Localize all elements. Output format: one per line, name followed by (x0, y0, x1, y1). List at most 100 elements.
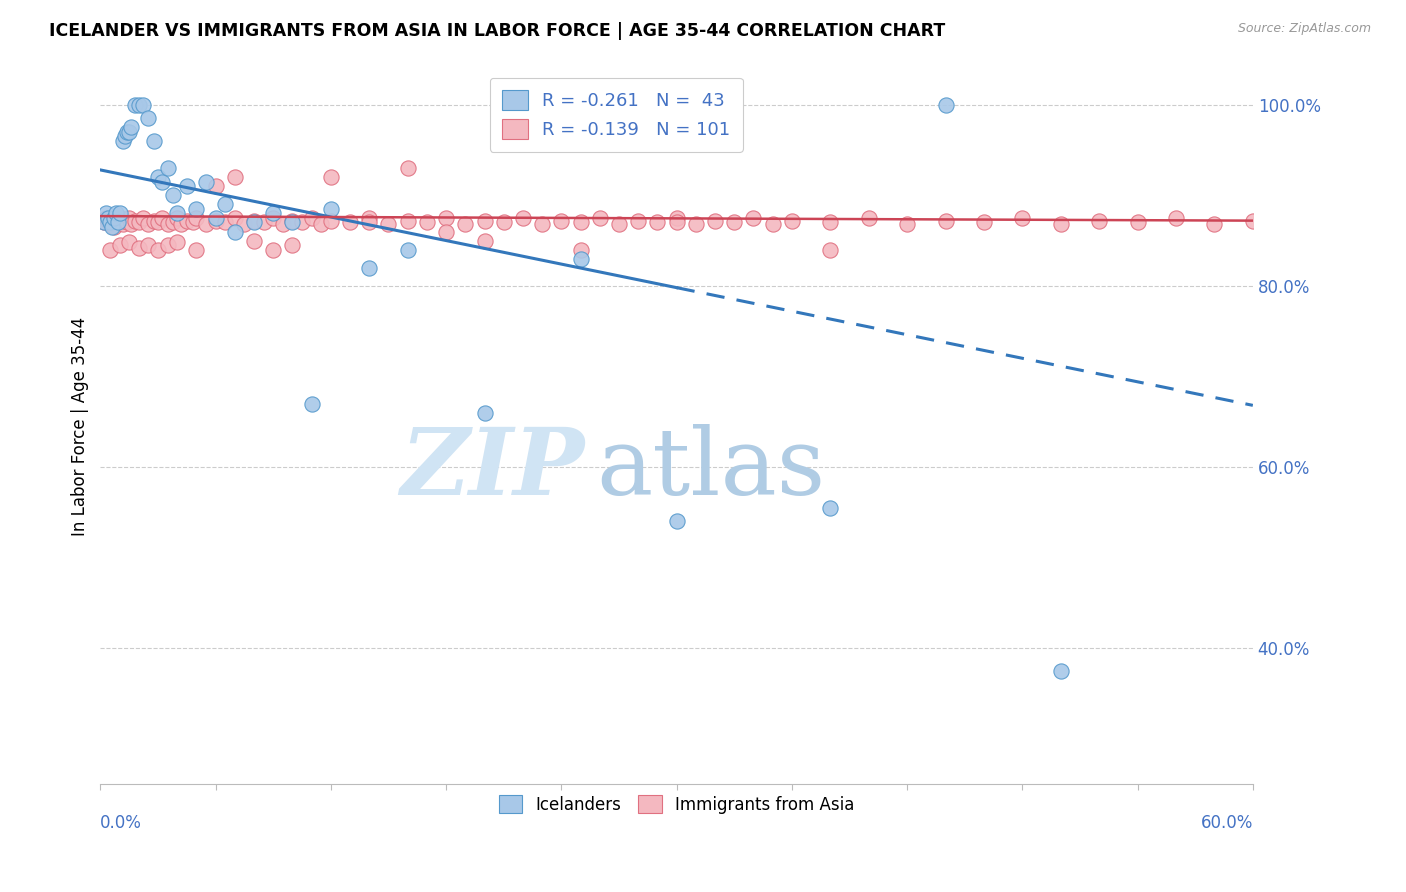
Point (665, 514, 688, 528)
Point (124, 97, 146, 112)
Point (262, 243, 284, 257)
Point (204, 213, 226, 227)
Point (103, 211, 125, 225)
Point (128, 241, 150, 255)
Point (128, 215, 150, 229)
Point (138, 238, 160, 252)
Point (396, 161, 419, 175)
Point (309, 217, 332, 231)
Point (112, 217, 135, 231)
Point (98, 217, 121, 231)
Point (665, 211, 688, 225)
Text: Source: ZipAtlas.com: Source: ZipAtlas.com (1237, 22, 1371, 36)
Point (112, 134, 135, 148)
Point (550, 213, 572, 227)
Point (98, 243, 121, 257)
Point (1126, 215, 1149, 229)
Point (204, 211, 226, 225)
Point (934, 97, 956, 112)
Point (262, 211, 284, 225)
Point (131, 97, 153, 112)
Point (896, 217, 918, 231)
Point (97, 213, 120, 227)
Point (934, 213, 956, 227)
Point (1049, 664, 1071, 678)
Point (186, 202, 208, 216)
Point (224, 225, 246, 239)
Point (146, 243, 169, 257)
Point (124, 213, 146, 227)
Point (150, 211, 173, 225)
Point (377, 217, 399, 231)
Point (104, 206, 127, 220)
Text: 0.0%: 0.0% (100, 814, 142, 832)
Point (176, 213, 198, 227)
Point (416, 215, 439, 229)
Point (214, 197, 236, 211)
Point (820, 500, 842, 515)
Point (434, 225, 457, 239)
Point (156, 217, 179, 231)
Point (103, 219, 125, 234)
Point (271, 217, 294, 231)
Point (166, 211, 188, 225)
Point (359, 211, 381, 225)
Point (195, 175, 218, 189)
Point (319, 202, 342, 216)
Point (120, 217, 142, 231)
Point (396, 243, 419, 257)
Point (665, 215, 688, 229)
Point (607, 217, 630, 231)
Point (291, 215, 314, 229)
Point (1011, 211, 1033, 225)
Point (94, 211, 117, 225)
Point (94, 206, 117, 220)
Point (156, 161, 179, 175)
Text: atlas: atlas (596, 424, 825, 514)
Point (396, 213, 419, 227)
Point (138, 112, 160, 126)
Point (301, 211, 323, 225)
Point (120, 120, 142, 135)
Point (115, 125, 138, 139)
Point (115, 215, 138, 229)
Point (162, 215, 184, 229)
Text: 60.0%: 60.0% (1201, 814, 1253, 832)
Point (224, 211, 246, 225)
Point (339, 215, 361, 229)
Point (101, 219, 124, 234)
Point (108, 206, 131, 220)
Point (1049, 217, 1071, 231)
Point (128, 97, 150, 112)
Point (118, 211, 141, 225)
Point (569, 252, 592, 266)
Point (474, 234, 496, 248)
Point (627, 213, 650, 227)
Text: ZIP: ZIP (401, 424, 585, 514)
Point (166, 206, 188, 220)
Point (138, 217, 160, 231)
Point (742, 211, 765, 225)
Point (186, 243, 208, 257)
Point (98, 215, 121, 229)
Point (97, 211, 120, 225)
Point (114, 213, 136, 227)
Point (1164, 211, 1187, 225)
Point (108, 215, 131, 229)
Point (118, 125, 141, 139)
Point (156, 238, 179, 252)
Point (101, 215, 124, 229)
Point (1204, 217, 1226, 231)
Point (762, 217, 785, 231)
Point (166, 235, 188, 250)
Y-axis label: In Labor Force | Age 35-44: In Labor Force | Age 35-44 (72, 317, 89, 536)
Point (204, 179, 226, 194)
Point (492, 215, 515, 229)
Point (780, 213, 803, 227)
Point (143, 213, 166, 227)
Point (93, 215, 115, 229)
Point (474, 406, 496, 420)
Point (319, 170, 342, 185)
Point (531, 217, 554, 231)
Point (146, 215, 169, 229)
